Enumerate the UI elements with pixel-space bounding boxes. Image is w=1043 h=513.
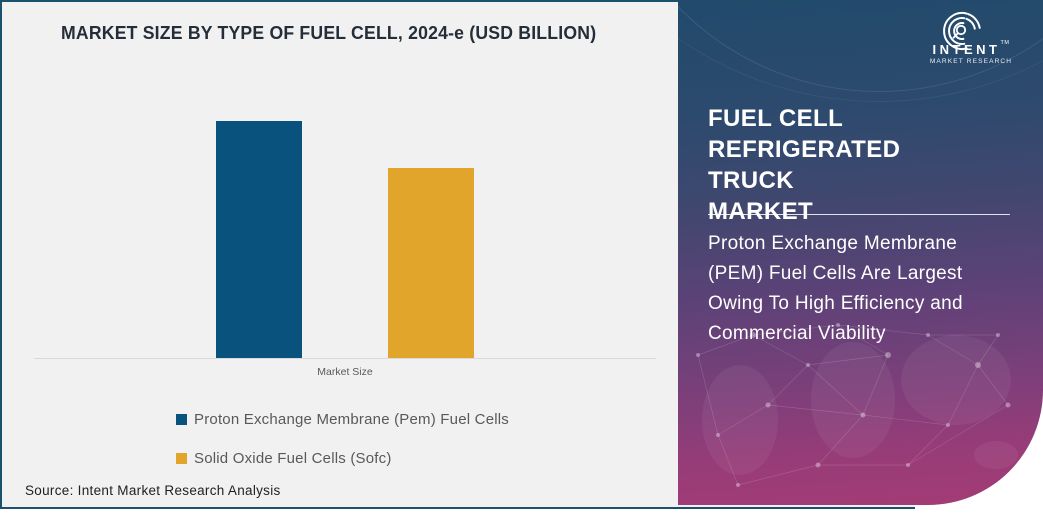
chart-title: MARKET SIZE BY TYPE OF FUEL CELL, 2024-e… (61, 23, 597, 43)
trademark-symbol: TM (1000, 40, 1010, 46)
world-map-network-decoration (696, 323, 1018, 487)
brand-subtitle: MARKET RESEARCH (929, 58, 1013, 65)
legend-item-sofc: Solid Oxide Fuel Cells (Sofc) (176, 449, 509, 467)
legend-item-pem: Proton Exchange Membrane (Pem) Fuel Cell… (176, 410, 509, 428)
radar-magnifier-icon (943, 12, 981, 50)
panel-body-line: Proton Exchange Membrane (708, 233, 958, 254)
x-axis-line (34, 358, 656, 359)
panel-body-line: Owing To High Efficiency and (708, 293, 963, 314)
source-note: Source: Intent Market Research Analysis (25, 483, 281, 498)
x-axis-label: Market Size (317, 366, 373, 378)
bar-sofc-fuel-cells (388, 168, 474, 358)
panel-body-line: (PEM) Fuel Cells Are Largest (708, 263, 963, 284)
legend-swatch-sofc (176, 452, 187, 464)
panel-heading-line: FUEL CELL (708, 105, 844, 132)
panel-heading: FUEL CELL REFRIGERATED TRUCK MARKET (708, 103, 988, 227)
brand-name: INTENT (932, 42, 1001, 57)
intent-market-research-logo: INTENT TM MARKET RESEARCH (912, 8, 1030, 65)
bar-pem-fuel-cells (216, 121, 302, 358)
panel-divider (708, 214, 1010, 215)
panel-heading-line: REFRIGERATED TRUCK (708, 136, 901, 194)
panel-heading-line: MARKET (708, 198, 814, 225)
legend-swatch-pem (176, 413, 187, 425)
panel-body-line: Commercial Viability (708, 323, 886, 344)
chart-legend: Proton Exchange Membrane (Pem) Fuel Cell… (176, 411, 509, 489)
brand-panel: INTENT TM MARKET RESEARCH FUEL CELL REFR… (678, 0, 1043, 505)
decorative-arc (678, 0, 1043, 102)
legend-label-sofc: Solid Oxide Fuel Cells (Sofc) (194, 449, 392, 467)
legend-label-pem: Proton Exchange Membrane (Pem) Fuel Cell… (194, 410, 509, 428)
panel-body-text: Proton Exchange Membrane (PEM) Fuel Cell… (708, 229, 1018, 349)
